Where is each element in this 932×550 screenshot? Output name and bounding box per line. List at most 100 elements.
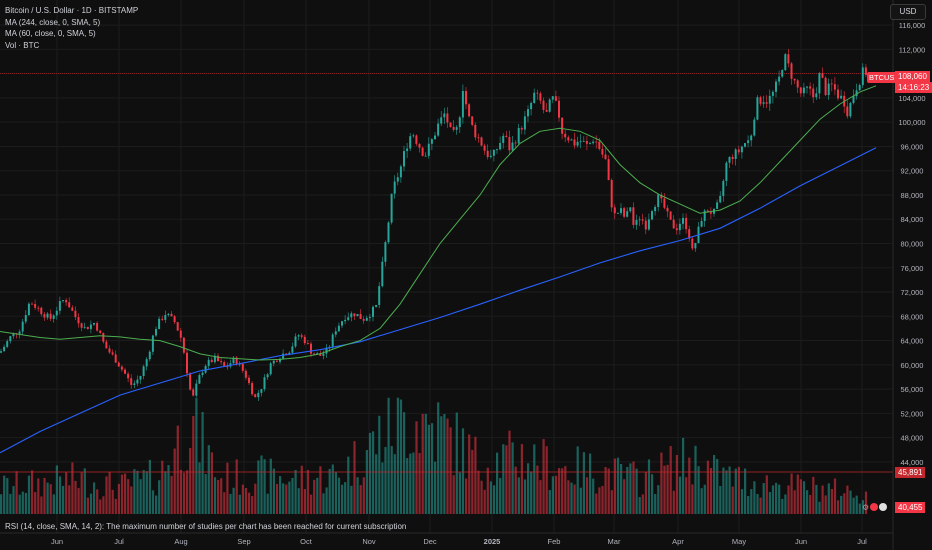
volume-bar [511, 442, 514, 514]
volume-bar [787, 485, 790, 514]
volume-bar [691, 484, 694, 514]
candle-body [232, 357, 235, 364]
candle-body [139, 376, 142, 380]
ma-60-label[interactable]: MA (60, close, 0, SMA, 5) [5, 29, 96, 38]
candle-body [322, 353, 325, 356]
candle-body [601, 148, 604, 155]
volume-bar [458, 472, 461, 514]
volume-bar [489, 481, 492, 514]
candle-body [703, 210, 706, 221]
volume-bar [768, 492, 771, 514]
candle-body [108, 348, 111, 353]
volume-bar [694, 445, 697, 514]
volume-bar [375, 454, 378, 514]
candle-body [663, 198, 666, 208]
candle-body [678, 223, 681, 231]
volume-bar [570, 482, 573, 514]
volume-bar [706, 460, 709, 514]
volume-bar [424, 413, 427, 514]
volume-bar [864, 491, 868, 514]
candle-body [359, 314, 362, 320]
candle-body [415, 135, 418, 144]
volume-bar [356, 477, 359, 514]
volume-bar [204, 474, 207, 514]
ma-244-label[interactable]: MA (244, close, 0, SMA, 5) [5, 17, 101, 27]
volume-bar [737, 466, 740, 514]
volume-bar [418, 453, 421, 514]
candle-body [158, 318, 161, 330]
volume-bar [248, 492, 251, 514]
time-axis[interactable]: Jun Jul Aug Sep Oct Nov Dec 2025 Feb Mar Apr May Jun… [51, 537, 867, 546]
flag-icon[interactable] [879, 503, 887, 511]
time-tick-label: Feb [548, 537, 561, 546]
volume-label[interactable]: Vol · BTC [5, 40, 40, 50]
candle-body [192, 389, 195, 396]
volume-bar [365, 450, 368, 514]
candle-body [65, 300, 68, 303]
candle-body [0, 351, 2, 353]
volume-bar [471, 449, 474, 514]
volume-bar [821, 485, 824, 514]
volume-bar [675, 454, 678, 514]
candle-body [325, 347, 328, 354]
price-tick-label: 104,000 [898, 94, 925, 103]
candle-body [186, 352, 188, 374]
candle-body [759, 97, 762, 104]
candle-body [182, 337, 185, 353]
volume-bar [629, 463, 632, 514]
volume-bar [359, 485, 362, 514]
candle-body [762, 102, 765, 104]
volume-bar [809, 494, 812, 514]
volume-bar [220, 478, 223, 514]
volume-bar [186, 470, 189, 514]
volume-bar [117, 483, 120, 514]
candle-body [610, 180, 613, 208]
volume-bar [725, 470, 728, 514]
volume-bar [378, 415, 381, 514]
status-icons[interactable]: ⚙ [862, 503, 887, 512]
candle-body [675, 228, 678, 231]
volume-bar [244, 488, 248, 514]
volume-bar [96, 489, 99, 514]
price-tick-label: 72,000 [901, 288, 924, 297]
ma-244-line [0, 147, 877, 454]
candle-body [765, 102, 768, 104]
candle-body [198, 375, 201, 384]
candle-body [71, 307, 74, 311]
volume-bar [651, 474, 654, 514]
volume-bar [210, 452, 213, 514]
candle-body [740, 146, 743, 153]
volume-bar [294, 469, 297, 514]
volume-bar [52, 494, 55, 514]
volume-bar [226, 462, 229, 514]
candle-body [86, 326, 89, 330]
candle-body [83, 326, 86, 328]
volume-bar [616, 457, 620, 514]
candle-body [390, 193, 393, 223]
currency-selector[interactable]: USD [890, 4, 926, 20]
volume-bar [455, 412, 458, 514]
candle-body [440, 117, 443, 124]
volume-bar [3, 475, 6, 514]
symbol-title[interactable]: Bitcoin / U.S. Dollar · 1D · BITSTAMP [5, 6, 139, 15]
candle-body [499, 142, 502, 150]
settings-icon[interactable]: ⚙ [862, 503, 869, 512]
alert-icon[interactable] [870, 503, 878, 511]
volume-bar [328, 468, 331, 514]
volume-high-tag: 45,891 [895, 467, 926, 478]
candle-body [111, 352, 114, 355]
volume-bar [430, 423, 434, 514]
volume-bar [179, 469, 182, 514]
candle-body [511, 142, 514, 151]
candle-body [799, 87, 802, 94]
candle-body [430, 139, 433, 144]
volume-bar [31, 470, 34, 514]
candle-body [756, 97, 759, 120]
volume-bar [663, 465, 666, 514]
last-price-tag: 108,060 [895, 71, 930, 82]
volume-bar [306, 470, 310, 514]
candle-body [722, 180, 725, 196]
candle-body [517, 127, 520, 144]
candle-body [105, 341, 108, 349]
